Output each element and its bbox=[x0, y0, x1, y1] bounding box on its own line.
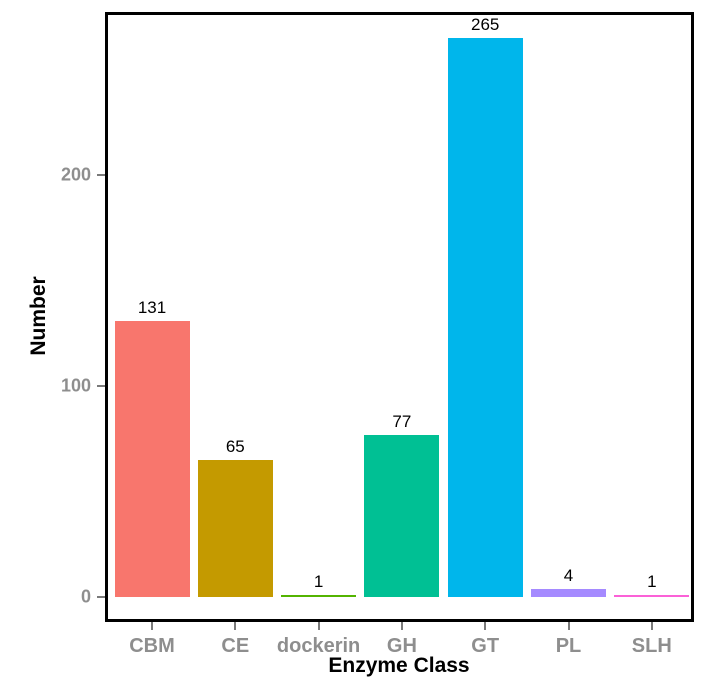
y-tick-mark-200 bbox=[97, 174, 105, 177]
y-tick-label-100: 100 bbox=[60, 375, 91, 396]
bar-dockerin bbox=[281, 594, 357, 597]
x-tick-label-PL: PL bbox=[555, 635, 582, 657]
y-tick-mark-0 bbox=[97, 596, 105, 598]
bar-value-label-CBM: 131 bbox=[137, 297, 167, 317]
bar-value-label-SLH: 1 bbox=[647, 571, 657, 591]
bar-value-label-CE: 65 bbox=[225, 436, 245, 456]
x-tick-mark-SLH bbox=[650, 622, 653, 630]
x-tick-label-GH: GH bbox=[386, 635, 417, 657]
x-tick-label-SLH: SLH bbox=[631, 635, 672, 657]
x-tick-label-dockerin: dockerin bbox=[276, 635, 361, 657]
bar-value-label-PL: 4 bbox=[563, 565, 574, 585]
x-tick-mark-GH bbox=[400, 622, 403, 630]
x-tick-mark-GT bbox=[484, 622, 487, 630]
bar-SLH bbox=[614, 594, 690, 597]
y-tick-mark-100 bbox=[97, 385, 105, 388]
y-tick-label-0: 0 bbox=[80, 586, 91, 607]
x-tick-label-CE: CE bbox=[221, 635, 250, 657]
bar-value-label-dockerin: 1 bbox=[313, 571, 324, 591]
x-tick-mark-CBM bbox=[151, 622, 153, 630]
x-tick-mark-CE bbox=[234, 622, 237, 630]
bar-GT bbox=[447, 38, 523, 597]
bar-CE bbox=[197, 459, 273, 597]
x-axis-title: Enzyme Class bbox=[328, 654, 470, 677]
bar-value-label-GH: 77 bbox=[392, 411, 412, 431]
x-tick-label-CBM: CBM bbox=[129, 635, 175, 657]
bar-value-label-GT: 265 bbox=[471, 15, 500, 35]
x-tick-label-GT: GT bbox=[471, 635, 500, 657]
bar-PL bbox=[531, 588, 606, 597]
x-tick-mark-dockerin bbox=[317, 622, 320, 630]
bar-GH bbox=[364, 434, 440, 597]
y-axis-title: Number bbox=[27, 276, 50, 356]
y-tick-label-200: 200 bbox=[60, 164, 91, 185]
x-tick-mark-PL bbox=[567, 622, 570, 630]
bar-CBM bbox=[114, 320, 190, 597]
